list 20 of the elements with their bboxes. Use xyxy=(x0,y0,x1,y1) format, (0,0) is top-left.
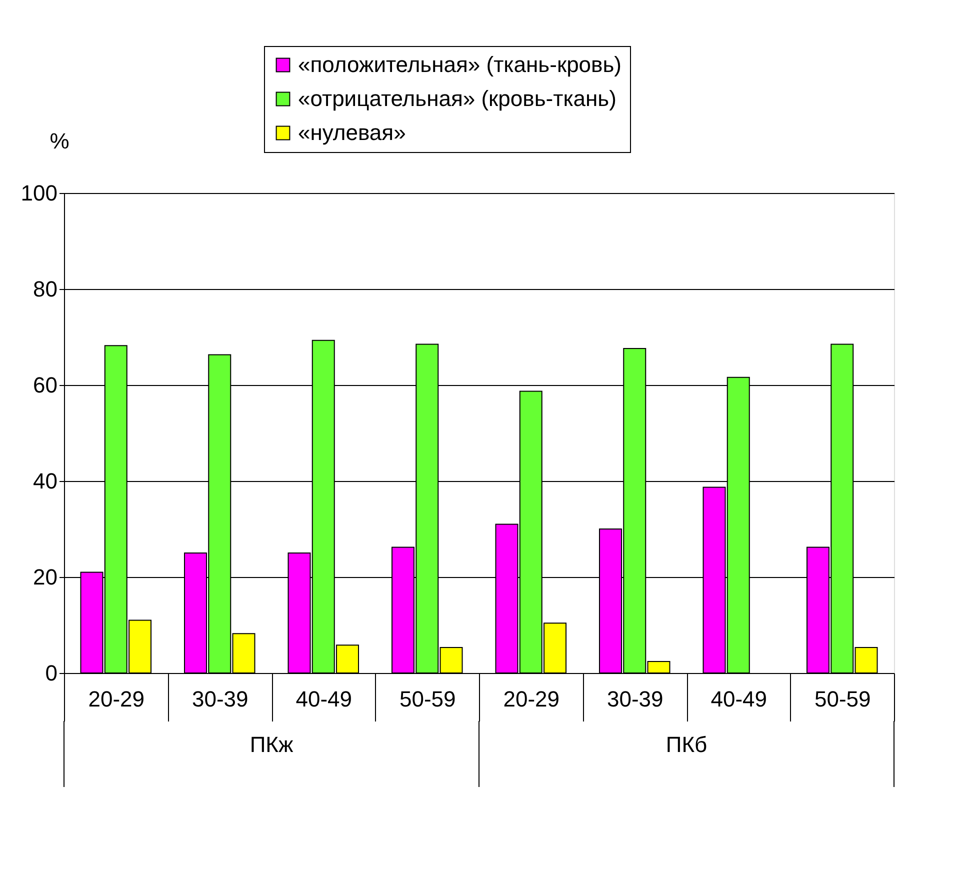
y-tick-label: 80 xyxy=(33,276,58,302)
text: ПКж xyxy=(250,732,294,757)
y-tick-label: 40 xyxy=(33,468,58,494)
y-tick-label: 0 xyxy=(45,660,58,686)
x-tick-label: 30-39 xyxy=(606,686,664,712)
y-tick-label: 20 xyxy=(33,564,58,590)
legend-label: «положительная» (ткань-кровь) xyxy=(298,52,622,77)
legend-label: «отрицательная» (кровь-ткань) xyxy=(298,86,616,111)
x-tick-label: 40-49 xyxy=(710,686,768,712)
x-tick-label: 30-39 xyxy=(192,686,248,712)
x-tick-label: 40-49 xyxy=(296,686,352,712)
x-tick-label: 20-29 xyxy=(88,686,145,712)
legend-label: «нулевая» xyxy=(298,120,406,145)
x-tick-label: 50-59 xyxy=(399,686,456,712)
x-tick-label: 20-29 xyxy=(503,686,560,712)
text: ПКб xyxy=(666,732,708,757)
y-axis-title: % xyxy=(50,128,70,154)
y-tick-label: 60 xyxy=(33,372,58,398)
y-tick-label: 100 xyxy=(20,180,58,206)
x-tick-label: 50-59 xyxy=(814,686,871,712)
